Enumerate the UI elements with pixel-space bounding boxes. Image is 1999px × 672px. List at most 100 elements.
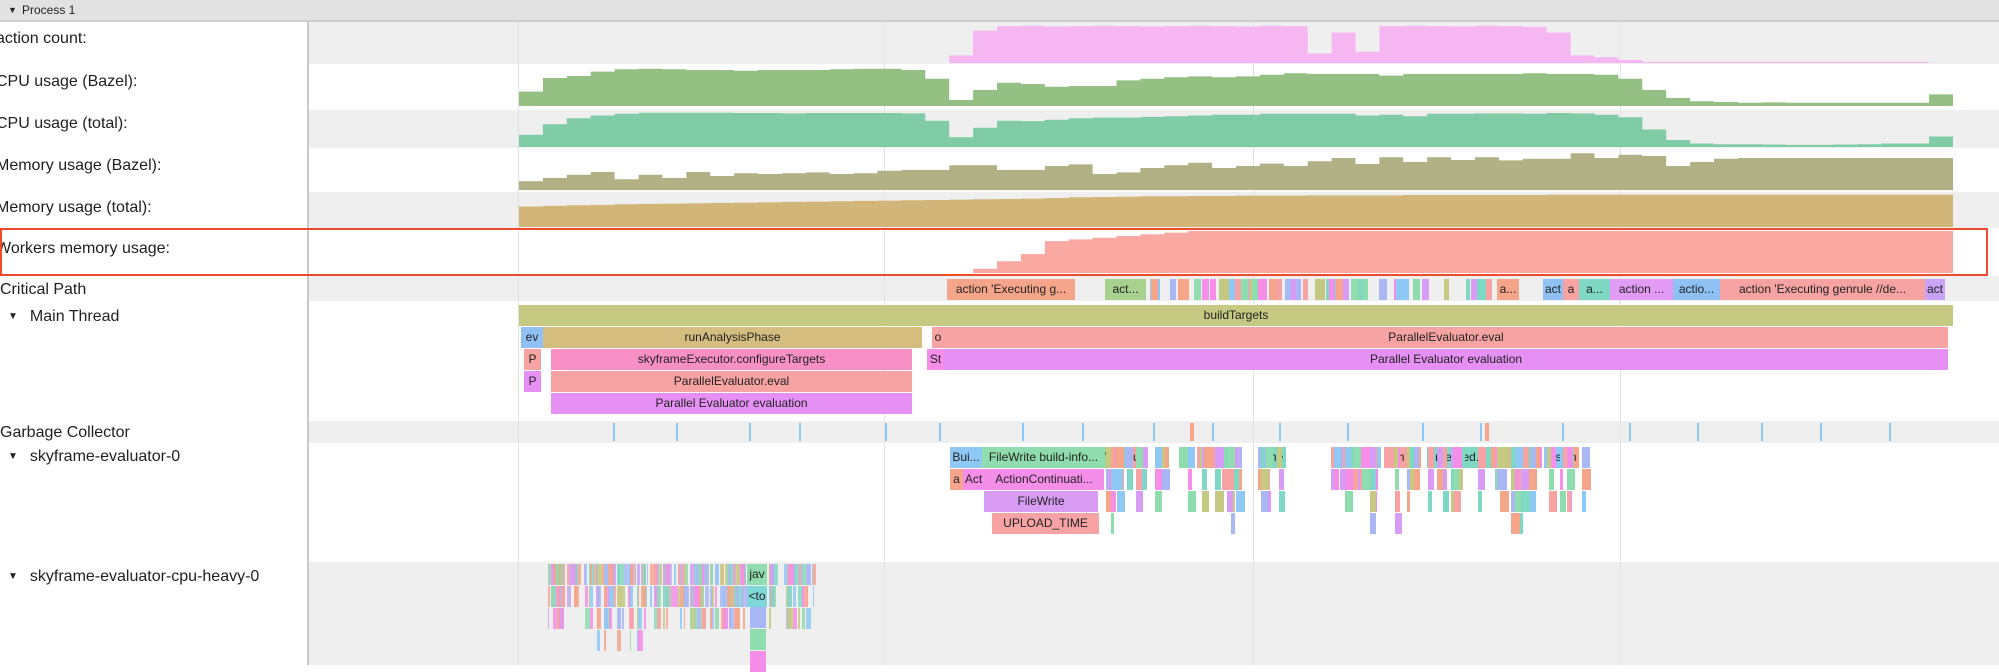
evaluator-slice[interactable] xyxy=(1547,447,1551,468)
cpu-heavy-slice[interactable] xyxy=(714,608,720,629)
cpu-heavy-slice[interactable] xyxy=(629,608,634,629)
cpu-heavy-slice[interactable] xyxy=(812,564,817,585)
cpu-heavy-slice[interactable] xyxy=(553,564,558,585)
cpu-heavy-slice[interactable] xyxy=(680,586,685,607)
evaluator-slice[interactable] xyxy=(1187,469,1193,490)
gc-event[interactable] xyxy=(749,423,752,441)
cpu-heavy-slice[interactable] xyxy=(666,608,668,629)
cpu-heavy-slice[interactable] xyxy=(719,586,722,607)
cpu-heavy-slice[interactable] xyxy=(697,586,700,607)
evaluator-slice[interactable] xyxy=(1179,447,1188,468)
cpu-heavy-slice[interactable] xyxy=(733,564,736,585)
cpu-heavy-slice[interactable] xyxy=(702,608,707,629)
critical-path-slice[interactable] xyxy=(1421,279,1430,300)
evaluator-slice[interactable] xyxy=(1235,447,1243,468)
critical-path-slice[interactable] xyxy=(1296,279,1301,300)
evaluator-slice[interactable] xyxy=(1510,447,1517,468)
cpu-heavy-slice[interactable] xyxy=(597,586,601,607)
evaluator-slice[interactable] xyxy=(1457,469,1464,490)
cpu-heavy-slice[interactable] xyxy=(567,564,571,585)
cpu-heavy-slice[interactable] xyxy=(567,586,571,607)
evaluator-slice[interactable] xyxy=(1235,491,1245,512)
main-thread-slice[interactable]: ParallelEvaluator.eval xyxy=(551,371,912,392)
cpu-heavy-slice[interactable] xyxy=(683,586,689,607)
cpu-heavy-slice[interactable]: jav xyxy=(747,564,767,585)
cpu-heavy-slice[interactable] xyxy=(621,564,625,585)
cpu-heavy-slice[interactable] xyxy=(629,586,634,607)
cpu-heavy-slice[interactable] xyxy=(556,586,559,607)
critical-path-slice[interactable]: action 'Executing genrule //de... xyxy=(1720,279,1925,300)
evaluator-slice[interactable] xyxy=(1216,447,1224,468)
evaluator-slice[interactable] xyxy=(1365,469,1374,490)
cpu-heavy-slice[interactable] xyxy=(621,586,625,607)
gc-event[interactable] xyxy=(613,423,616,441)
cpu-heavy-slice[interactable] xyxy=(548,586,550,607)
evaluator-slice[interactable] xyxy=(1230,491,1236,512)
cpu-heavy-slice[interactable] xyxy=(785,564,789,585)
main-thread-slice[interactable]: ParallelEvaluator.eval xyxy=(944,327,1948,348)
evaluator-slice[interactable] xyxy=(1499,491,1509,512)
cpu-heavy-slice[interactable] xyxy=(802,564,807,585)
evaluator-slice[interactable] xyxy=(1514,491,1521,512)
critical-path-slice[interactable] xyxy=(1350,279,1360,300)
cpu-heavy-slice[interactable] xyxy=(601,564,604,585)
cpu-heavy-slice[interactable] xyxy=(585,586,588,607)
evaluator-slice[interactable] xyxy=(1428,469,1434,490)
evaluator-slice[interactable] xyxy=(1105,469,1110,490)
cpu-heavy-slice[interactable] xyxy=(709,564,712,585)
cpu-heavy-slice[interactable] xyxy=(789,608,794,629)
cpu-heavy-slice[interactable] xyxy=(650,564,653,585)
evaluator-slice[interactable] xyxy=(1161,469,1171,490)
cpu-heavy-slice[interactable] xyxy=(577,564,582,585)
evaluator-slice[interactable] xyxy=(1514,447,1523,468)
evaluator-slice[interactable] xyxy=(1154,469,1162,490)
cpu-heavy-slice[interactable] xyxy=(737,586,743,607)
main-thread-slice[interactable]: skyframeExecutor.configureTargets xyxy=(551,349,912,370)
cpu-heavy-slice[interactable] xyxy=(616,630,622,651)
evaluator-slice[interactable] xyxy=(1330,447,1335,468)
cpu-heavy-slice[interactable] xyxy=(603,630,607,651)
evaluator-slice[interactable]: UPLOAD_TIME xyxy=(992,513,1099,534)
cpu-heavy-slice[interactable] xyxy=(656,586,662,607)
evaluator-slice[interactable] xyxy=(1566,491,1571,512)
evaluator-slice[interactable] xyxy=(1559,469,1564,490)
evaluator-slice[interactable] xyxy=(1454,491,1462,512)
cpu-heavy-slice[interactable] xyxy=(770,586,776,607)
evaluator-slice[interactable] xyxy=(1563,447,1567,468)
evaluator-slice[interactable] xyxy=(1353,447,1360,468)
cpu-heavy-slice[interactable] xyxy=(642,564,647,585)
evaluator-slice[interactable] xyxy=(1478,469,1485,490)
cpu-heavy-slice[interactable] xyxy=(727,564,729,585)
evaluator-slice[interactable] xyxy=(1345,491,1354,512)
cpu-heavy-slice[interactable] xyxy=(597,630,600,651)
evaluator-slice[interactable] xyxy=(1216,491,1224,512)
cpu-heavy-slice[interactable] xyxy=(680,564,682,585)
cpu-heavy-slice[interactable] xyxy=(729,564,732,585)
cpu-heavy-slice[interactable] xyxy=(621,608,625,629)
cpu-heavy-slice[interactable] xyxy=(656,608,662,629)
evaluator-slice[interactable] xyxy=(1142,469,1148,490)
evaluator-slice[interactable] xyxy=(1278,491,1286,512)
cpu-heavy-slice[interactable] xyxy=(793,564,799,585)
critical-path-slice[interactable] xyxy=(1326,279,1335,300)
evaluator-slice[interactable] xyxy=(1362,469,1369,490)
critical-path-slice[interactable] xyxy=(1335,279,1343,300)
cpu-heavy-slice[interactable] xyxy=(704,564,709,585)
gc-event[interactable] xyxy=(1082,423,1085,441)
critical-path-slice[interactable] xyxy=(1269,279,1274,300)
evaluator-slice[interactable] xyxy=(1528,447,1537,468)
critical-path-slice[interactable] xyxy=(1209,279,1216,300)
cpu-heavy-slice[interactable] xyxy=(569,586,571,607)
evaluator-slice[interactable] xyxy=(1141,469,1145,490)
main-thread-slice[interactable]: runAnalysisPhase xyxy=(543,327,922,348)
evaluator-slice[interactable] xyxy=(1165,447,1169,468)
cpu-heavy-slice[interactable] xyxy=(585,564,588,585)
cpu-heavy-slice[interactable] xyxy=(569,564,575,585)
cpu-heavy-slice[interactable] xyxy=(690,564,693,585)
evaluator-slice[interactable] xyxy=(1407,491,1411,512)
cpu-heavy-slice[interactable] xyxy=(690,586,693,607)
evaluator-slice[interactable] xyxy=(1582,447,1591,468)
main-thread-slice[interactable]: P xyxy=(524,371,541,392)
evaluator-slice[interactable] xyxy=(1410,469,1415,490)
cpu-heavy-slice[interactable] xyxy=(702,564,705,585)
